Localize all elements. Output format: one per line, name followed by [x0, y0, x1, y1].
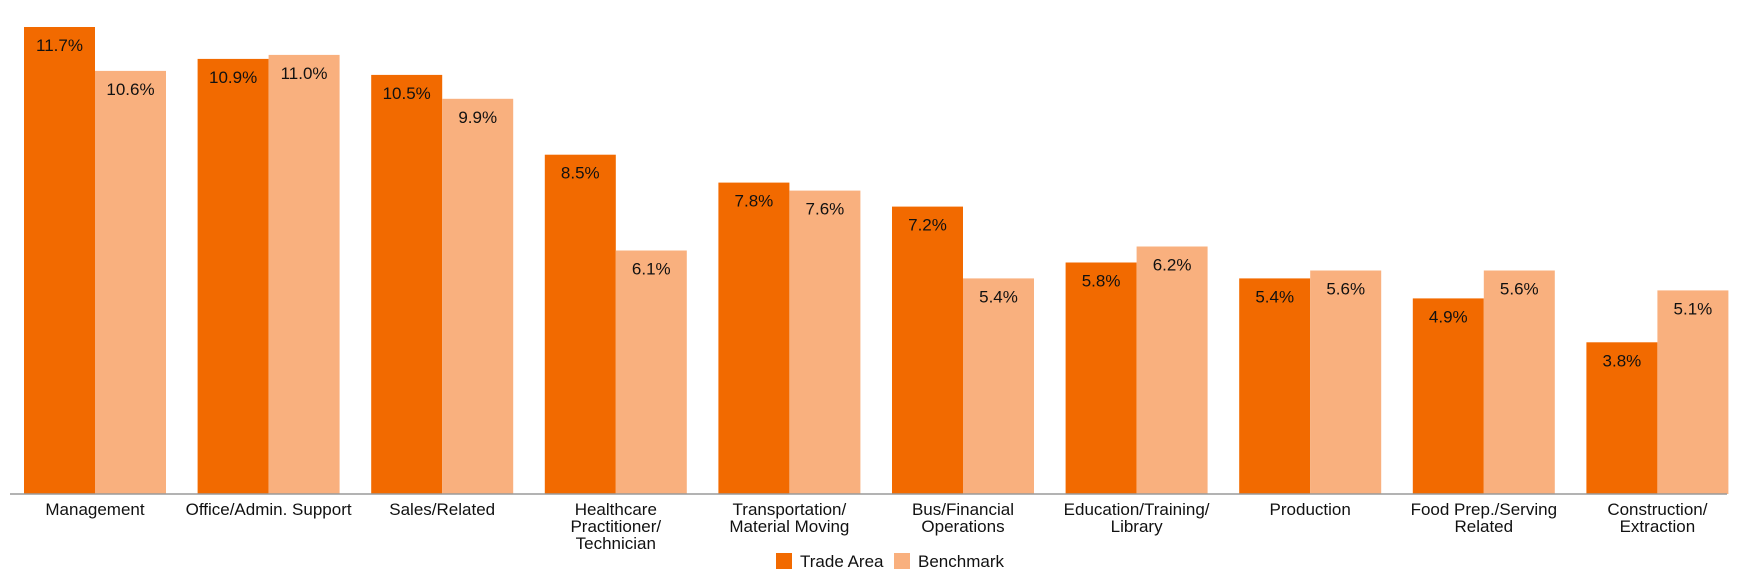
legend-label-trade-area: Trade Area: [800, 552, 884, 571]
bar-trade-area-food-prep-serving-related: [1412, 298, 1484, 494]
data-label-trade-area-education-training-library: 5.8%: [1082, 272, 1121, 291]
x-tick-label-construction-extraction: Construction/Extraction: [1607, 500, 1707, 536]
data-label-benchmark-education-training-library: 6.2%: [1153, 256, 1192, 275]
data-label-trade-area-healthcare-practitioner-technician: 8.5%: [561, 164, 600, 183]
data-label-trade-area-bus-financial-operations: 7.2%: [908, 216, 947, 235]
legend-swatch-benchmark: [894, 553, 910, 569]
x-tick-label-office-admin-support: Office/Admin. Support: [186, 500, 352, 519]
x-tick-label-healthcare-practitioner-technician: Healthcare Practitioner/Technician: [570, 500, 661, 553]
bar-benchmark-transportation-material-moving: [789, 190, 861, 494]
x-tick-label-bus-financial-operations: Bus/Financial Operations: [912, 500, 1014, 536]
data-label-benchmark-sales-related: 9.9%: [458, 108, 497, 127]
bar-benchmark-bus-financial-operations: [963, 278, 1034, 494]
bar-benchmark-healthcare-practitioner-technician: [615, 250, 687, 494]
data-label-benchmark-office-admin-support: 11.0%: [281, 64, 328, 83]
bar-benchmark-production: [1310, 270, 1382, 494]
legend-label-benchmark: Benchmark: [918, 552, 1004, 571]
legend-item-trade-area: Trade Area: [776, 552, 884, 571]
data-label-benchmark-healthcare-practitioner-technician: 6.1%: [632, 260, 671, 279]
bar-trade-area-education-training-library: [1065, 262, 1137, 494]
x-tick-label-education-training-library: Education/Training/Library: [1064, 500, 1210, 536]
x-tick-label-management: Management: [45, 500, 145, 519]
bar-benchmark-education-training-library: [1136, 246, 1208, 494]
x-tick-label-food-prep-serving-related: Food Prep./Serving Related: [1411, 500, 1557, 536]
data-label-benchmark-bus-financial-operations: 5.4%: [979, 287, 1018, 306]
bars-layer: [24, 27, 1729, 495]
data-label-benchmark-food-prep-serving-related: 5.6%: [1500, 280, 1539, 299]
bar-benchmark-sales-related: [442, 98, 514, 495]
data-label-benchmark-management: 10.6%: [106, 80, 154, 99]
bar-benchmark-construction-extraction: [1657, 290, 1729, 494]
bar-trade-area-office-admin-support: [197, 58, 269, 495]
bar-trade-area-sales-related: [371, 74, 443, 495]
bar-benchmark-management: [95, 70, 166, 495]
data-label-benchmark-construction-extraction: 5.1%: [1674, 299, 1713, 318]
legend: Trade Area Benchmark: [776, 552, 1004, 571]
bar-trade-area-transportation-material-moving: [718, 182, 790, 494]
data-label-trade-area-sales-related: 10.5%: [383, 84, 431, 103]
bar-benchmark-office-admin-support: [268, 54, 340, 495]
data-label-trade-area-management: 11.7%: [36, 36, 83, 55]
legend-swatch-trade-area: [776, 553, 792, 569]
data-label-trade-area-production: 5.4%: [1255, 287, 1294, 306]
bar-trade-area-management: [24, 27, 95, 494]
data-label-trade-area-construction-extraction: 3.8%: [1603, 351, 1642, 370]
data-label-trade-area-transportation-material-moving: 7.8%: [735, 192, 774, 211]
data-label-benchmark-production: 5.6%: [1326, 280, 1365, 299]
bar-trade-area-construction-extraction: [1586, 342, 1658, 494]
bar-trade-area-healthcare-practitioner-technician: [544, 154, 616, 494]
data-label-trade-area-office-admin-support: 10.9%: [209, 68, 257, 87]
x-tick-label-transportation-material-moving: Transportation/Material Moving: [729, 500, 849, 536]
bar-trade-area-production: [1239, 278, 1311, 494]
x-tick-label-sales-related: Sales/Related: [389, 500, 495, 519]
x-tick-label-production: Production: [1270, 500, 1351, 519]
data-label-trade-area-food-prep-serving-related: 4.9%: [1429, 307, 1468, 326]
data-labels-layer: 11.7% 10.6% 10.9% 11.0% 10.5% 9.9% 8.5% 6.1% 7.8…: [36, 36, 1712, 370]
legend-item-benchmark: Benchmark: [894, 552, 1004, 571]
x-tick-labels-layer: Management Office/Admin. Support Sales/Rel…: [45, 500, 1707, 553]
bar-benchmark-food-prep-serving-related: [1483, 270, 1555, 494]
data-label-benchmark-transportation-material-moving: 7.6%: [806, 200, 845, 219]
bar-trade-area-bus-financial-operations: [892, 206, 963, 494]
